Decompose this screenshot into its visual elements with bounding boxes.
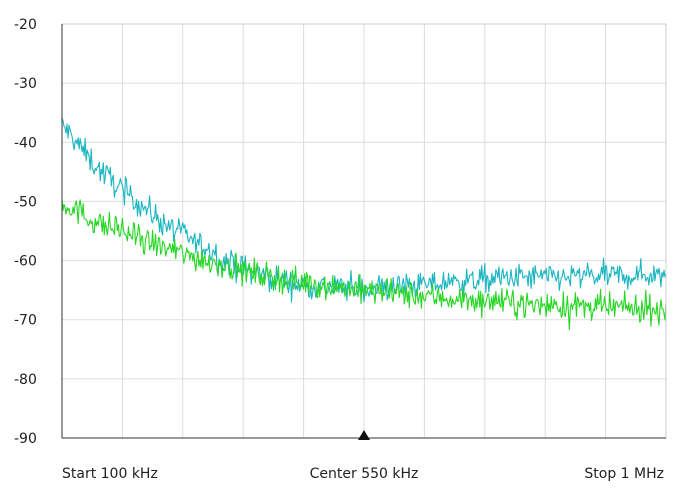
y-tick-label: -60 bbox=[14, 254, 37, 270]
trace-line-1 bbox=[61, 117, 667, 303]
y-axis-tick-labels: -20 -30 -40 -50 -60 -70 -80 -90 bbox=[14, 17, 37, 447]
x-stop-label: Stop 1 MHz bbox=[584, 466, 664, 482]
x-start-label: Start 100 kHz bbox=[62, 466, 158, 482]
y-tick-label: -40 bbox=[14, 135, 37, 151]
y-tick-label: -90 bbox=[14, 431, 37, 447]
x-center-label: Center 550 kHz bbox=[310, 466, 419, 482]
y-tick-label: -70 bbox=[14, 313, 37, 329]
grid-lines bbox=[62, 24, 666, 438]
y-tick-label: -30 bbox=[14, 76, 37, 92]
center-marker-triangle bbox=[358, 430, 370, 440]
y-tick-label: -20 bbox=[14, 17, 37, 33]
x-axis-labels: Start 100 kHz Center 550 kHz Stop 1 MHz bbox=[62, 466, 664, 482]
traces bbox=[61, 117, 667, 331]
y-tick-label: -50 bbox=[14, 194, 37, 210]
trace-line-2 bbox=[61, 199, 667, 331]
y-tick-label: -80 bbox=[14, 372, 37, 388]
